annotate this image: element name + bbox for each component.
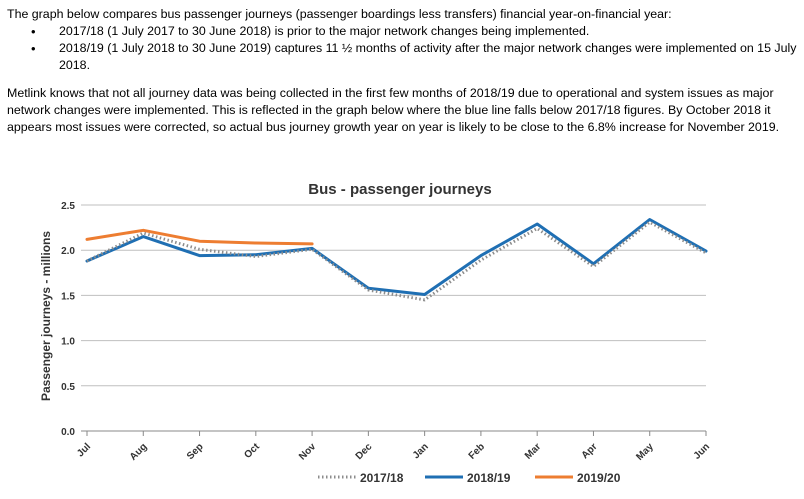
legend: 2017/18 2018/19 2019/20	[318, 471, 621, 485]
y-axis-ticks: 0.0 0.5 1.0 1.5 2.0 2.5	[61, 201, 75, 438]
x-tick-label: Nov	[297, 441, 318, 462]
x-tick-label: Dec	[354, 441, 375, 462]
x-axis-ticks: Jul Aug Sep Oct Nov Dec Jan Feb Mar Apr May Jun	[75, 431, 712, 463]
series-line-2019-20	[85, 228, 314, 246]
intro-bullet-2017-18: 2017/18 (1 July 2017 to 30 June 2018) is…	[31, 23, 799, 40]
y-tick-label: 2.5	[61, 201, 75, 212]
series-line-2017-18	[86, 220, 707, 302]
intro-bullet-list: 2017/18 (1 July 2017 to 30 June 2018) is…	[7, 23, 799, 74]
y-tick-label: 2.0	[61, 246, 75, 257]
legend-label: 2018/19	[467, 471, 511, 485]
x-tick-label: Jul	[75, 441, 93, 459]
intro-lead: The graph below compares bus passenger j…	[7, 7, 672, 21]
x-tick-label: Feb	[467, 441, 487, 461]
series-lines	[85, 218, 708, 302]
intro-text: The graph below compares bus passenger j…	[7, 6, 799, 136]
legend-label: 2019/20	[577, 471, 621, 485]
intro-bullet-2018-19: 2018/19 (1 July 2018 to 30 June 2019) ca…	[31, 40, 799, 74]
chart-title: Bus - passenger journeys	[308, 181, 491, 198]
x-tick-label: May	[634, 441, 656, 463]
x-tick-label: Apr	[580, 441, 600, 461]
bus-passenger-journeys-chart: Bus - passenger journeys 0.0 0.5 1.0 1.5 2.0…	[39, 181, 712, 485]
y-tick-label: 0.5	[61, 382, 75, 393]
x-tick-label: Mar	[523, 441, 543, 461]
x-tick-label: Jun	[692, 441, 712, 461]
y-tick-label: 1.0	[61, 337, 75, 348]
legend-label: 2017/18	[360, 471, 404, 485]
y-axis-label: Passenger journeys - millions	[39, 231, 53, 401]
series-line-2018-19	[85, 218, 708, 296]
y-tick-label: 0.0	[61, 427, 75, 438]
x-tick-label: Oct	[242, 441, 262, 461]
x-tick-label: Jan	[411, 441, 431, 461]
x-tick-label: Sep	[185, 441, 206, 462]
intro-paragraph: Metlink knows that not all journey data …	[7, 86, 780, 134]
x-tick-label: Aug	[128, 441, 150, 463]
grid-lines	[81, 204, 706, 432]
y-tick-label: 1.5	[61, 291, 75, 302]
